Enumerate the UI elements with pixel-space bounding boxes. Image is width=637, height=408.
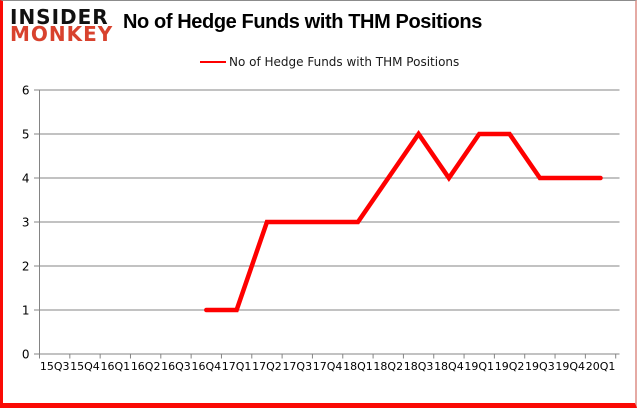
logo-insider-text: INSIDER: [10, 5, 109, 29]
x-axis-tick-label: 19Q4: [555, 360, 585, 373]
x-axis-tick-label: 19Q3: [525, 360, 555, 373]
x-axis-tick-label: 19Q1: [464, 360, 494, 373]
y-axis-tick-label: 2: [22, 260, 30, 274]
legend: No of Hedge Funds with THM Positions: [200, 55, 459, 69]
y-axis-tick-label: 4: [22, 172, 30, 186]
x-axis-tick-label: 17Q4: [313, 360, 343, 373]
x-axis-tick-label: 18Q2: [373, 360, 403, 373]
series-line: [204, 130, 603, 313]
y-axis-tick-label: 1: [22, 304, 30, 318]
x-axis-tick-label: 17Q1: [222, 360, 252, 373]
x-axis-tick-label: 20Q1: [586, 360, 616, 373]
x-axis-tick-label: 15Q3: [40, 360, 70, 373]
x-axis-tick-label: 19Q2: [495, 360, 525, 373]
x-axis-tick-label: 15Q4: [70, 360, 100, 373]
x-axis-tick-label: 17Q2: [252, 360, 282, 373]
legend-line-icon: [200, 60, 226, 64]
y-axis-tick-label: 6: [22, 84, 30, 98]
insider-monkey-logo: INSIDER MONKEY: [10, 5, 114, 46]
x-axis-tick-label: 18Q4: [434, 360, 464, 373]
y-axis-tick-label: 5: [22, 128, 30, 142]
x-axis-tick-label: 16Q1: [100, 360, 130, 373]
x-axis-tick-label: 16Q4: [191, 360, 221, 373]
x-axis-tick-label: 18Q1: [343, 360, 373, 373]
x-axis-tick-label: 18Q3: [404, 360, 434, 373]
x-axis-tick-label: 16Q3: [161, 360, 191, 373]
y-axis-tick-label: 3: [22, 216, 30, 230]
y-axis-tick-label: 0: [22, 348, 30, 362]
x-axis-tick-label: 17Q3: [282, 360, 312, 373]
x-axis-tick-label: 16Q2: [131, 360, 161, 373]
chart-title: No of Hedge Funds with THM Positions: [123, 11, 482, 33]
legend-label: No of Hedge Funds with THM Positions: [229, 55, 460, 69]
logo-monkey-text: MONKEY: [10, 22, 114, 46]
